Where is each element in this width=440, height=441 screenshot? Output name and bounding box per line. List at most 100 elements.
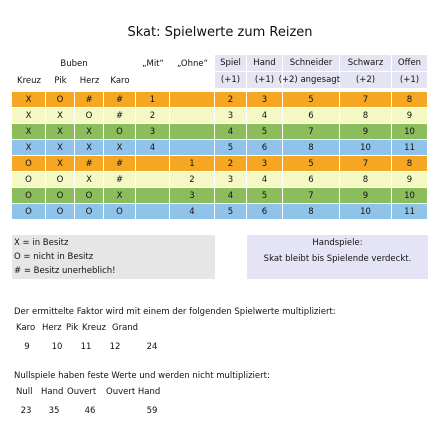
table-cell: 5 (215, 204, 247, 220)
header-cell: (+1) (392, 72, 428, 89)
paragraph: Der ermittelte Faktor wird mit einem der… (14, 307, 336, 317)
table-cell: # (75, 92, 104, 108)
table-cell: # (104, 172, 136, 188)
header-cell (170, 72, 215, 89)
table-cell: 2 (136, 108, 170, 124)
table-cell: 8 (392, 156, 428, 172)
label: Grand (112, 323, 139, 333)
table-cell (170, 140, 215, 156)
header-cell (136, 72, 170, 89)
table-cell: 8 (283, 140, 340, 156)
table-cell: 9 (392, 108, 428, 124)
table-cell: X (12, 140, 46, 156)
header-cell: „Ohne“ (176, 58, 209, 69)
table-cell: 8 (283, 204, 340, 220)
label: Ouvert (67, 387, 97, 397)
table-cell: X (46, 124, 75, 140)
table-cell: O (104, 124, 136, 140)
table-cell: # (104, 156, 136, 172)
value: 10 (51, 342, 63, 352)
label: Ouvert Hand (106, 387, 161, 397)
table-cell: 5 (247, 188, 283, 204)
table-cell: O (46, 92, 75, 108)
legend-box (12, 235, 215, 279)
table-cell: X (46, 108, 75, 124)
table-cell: 10 (340, 140, 392, 156)
title: Skat: Spielwerte zum Reizen (127, 24, 313, 40)
table-cell: 9 (340, 188, 392, 204)
header-cell: Karo (110, 75, 130, 86)
table-cell (136, 172, 170, 188)
table-cell: O (75, 204, 104, 220)
table-cell: 7 (340, 92, 392, 108)
header-cell: (+2) angesagt! (279, 72, 343, 89)
table-cell: # (104, 108, 136, 124)
table-cell: 5 (247, 124, 283, 140)
table-cell: 10 (340, 204, 392, 220)
table-cell (136, 156, 170, 172)
table-cell: O (12, 204, 46, 220)
label: Kreuz (82, 323, 106, 333)
table-cell: X (75, 124, 104, 140)
table-cell (170, 108, 215, 124)
table-cell: 8 (392, 92, 428, 108)
header-cell: Hand (247, 55, 283, 72)
table-cell: 8 (340, 108, 392, 124)
header-cell: (+1) (247, 72, 283, 89)
header-cell: Offen (392, 55, 428, 72)
table-cell: O (46, 188, 75, 204)
table-cell: X (12, 108, 46, 124)
table-cell: O (46, 204, 75, 220)
legend-box (247, 235, 428, 279)
table-cell (136, 188, 170, 204)
value: 46 (84, 406, 96, 416)
table-cell: 3 (247, 156, 283, 172)
table-cell: 1 (170, 156, 215, 172)
table-cell: O (12, 172, 46, 188)
table-cell: 8 (340, 172, 392, 188)
header-cell: Spiel (215, 55, 247, 72)
table-cell: 9 (340, 124, 392, 140)
table-cell: 6 (283, 108, 340, 124)
table-cell: 4 (170, 204, 215, 220)
table-cell: 5 (215, 140, 247, 156)
value: 24 (146, 342, 158, 352)
table-cell: O (12, 156, 46, 172)
table-cell (136, 204, 170, 220)
header-cell: Schwarz (340, 55, 392, 72)
table-cell: 3 (136, 124, 170, 140)
label: Karo (16, 323, 36, 333)
table-cell: 2 (215, 92, 247, 108)
label: Null (16, 387, 33, 397)
header-cell: Pik (54, 75, 67, 86)
table-cell: 11 (392, 140, 428, 156)
table-cell: 10 (392, 124, 428, 140)
paragraph: Nullspiele haben feste Werte und werden … (14, 371, 270, 381)
table-cell: 4 (215, 188, 247, 204)
header-cell: Herz (79, 75, 100, 86)
table-cell: 2 (215, 156, 247, 172)
value: 9 (24, 342, 30, 352)
table-cell: 7 (283, 188, 340, 204)
table-cell: 7 (283, 124, 340, 140)
table-cell: 6 (247, 204, 283, 220)
table-cell: O (104, 204, 136, 220)
table-cell: 2 (170, 172, 215, 188)
table-cell: X (104, 140, 136, 156)
legend-item: X = in Besitz (14, 238, 69, 248)
table-cell: O (75, 108, 104, 124)
table-cell: 10 (392, 188, 428, 204)
table-cell: X (46, 156, 75, 172)
table-cell: X (12, 124, 46, 140)
table-cell: 7 (340, 156, 392, 172)
header-cell: „Mit“ (142, 58, 164, 69)
table-cell: X (104, 188, 136, 204)
table-cell: 6 (283, 172, 340, 188)
header-cell: (+1) (215, 72, 247, 89)
value: 11 (80, 342, 92, 352)
label: Hand (41, 387, 64, 397)
table-cell: 9 (392, 172, 428, 188)
legend-item: # = Besitz unerheblich! (14, 266, 116, 276)
table-cell: X (46, 140, 75, 156)
